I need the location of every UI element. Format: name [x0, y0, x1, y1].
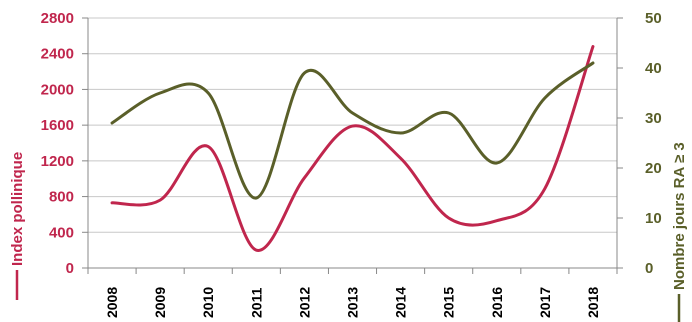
right-ticks: 0 10 20 30 40 50 [645, 10, 662, 277]
x-tick-label: 2012 [296, 287, 312, 318]
x-tick-label: 2008 [104, 287, 120, 318]
x-tick-label: 2017 [537, 287, 553, 318]
left-tick-label: 400 [49, 224, 74, 241]
left-tick-label: 800 [49, 189, 74, 206]
x-tick-label: 2009 [152, 287, 168, 318]
x-tick-label: 2010 [200, 287, 216, 318]
right-tick-label: 20 [645, 160, 662, 177]
x-tick-label: 2013 [345, 287, 361, 318]
left-axis-title: Index pollinique [9, 152, 26, 300]
left-tick-label: 2000 [41, 81, 74, 98]
right-tick-label: 40 [645, 60, 662, 77]
series-layer [110, 45, 595, 252]
left-tick-label: 0 [66, 260, 74, 277]
x-tick-label: 2016 [489, 287, 505, 318]
x-tick-label: 2018 [585, 287, 601, 318]
series-line-index-pollinique [110, 45, 595, 252]
left-tick-label: 1600 [41, 117, 74, 134]
grid [88, 17, 617, 233]
x-ticks: 2008 2009 2010 2011 2012 2013 2014 2015 2016 2017… [104, 287, 601, 318]
right-tick-label: 10 [645, 210, 662, 227]
right-tick-label: 30 [645, 110, 662, 127]
left-tick-label: 2800 [41, 10, 74, 27]
left-tick-label: 2400 [41, 46, 74, 63]
x-tick-label: 2014 [393, 287, 409, 318]
left-axis-label: Index pollinique [9, 152, 26, 266]
right-tick-label: 50 [645, 10, 662, 27]
left-ticks: 0 400 800 1200 1600 2000 2400 2800 [41, 10, 74, 277]
right-axis-title: Nombre jours RA ≥ 3 [671, 142, 688, 322]
series-line-nombre-jours [110, 61, 595, 200]
left-tick-label: 1200 [41, 153, 74, 170]
axes [82, 17, 623, 274]
x-tick-label: 2011 [248, 287, 264, 318]
right-axis-label: Nombre jours RA ≥ 3 [671, 142, 688, 290]
right-tick-label: 0 [645, 260, 653, 277]
x-tick-label: 2015 [441, 287, 457, 318]
